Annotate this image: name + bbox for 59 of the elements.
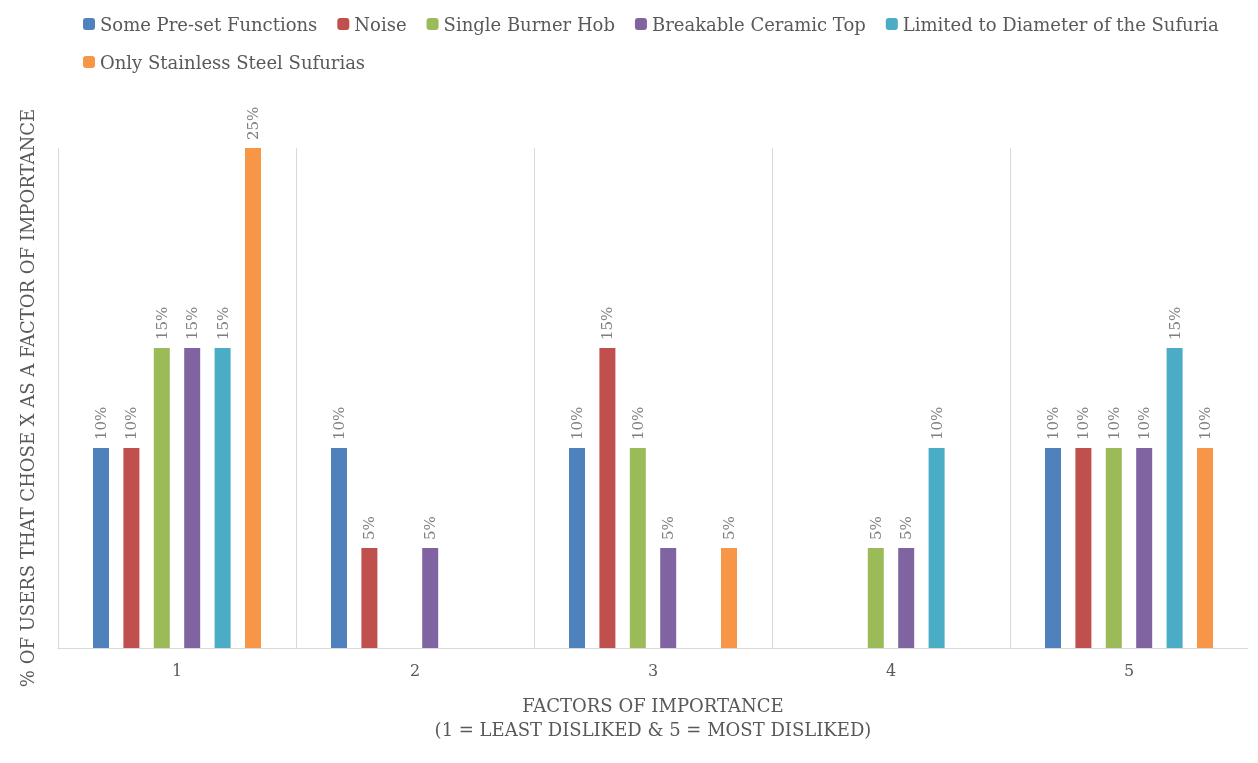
bar: [153, 348, 170, 648]
bar: [599, 348, 616, 648]
bar: [898, 548, 915, 648]
data-label: 10%: [568, 406, 586, 440]
bar: [569, 448, 585, 648]
data-label: 15%: [152, 306, 171, 340]
bar: [184, 348, 201, 648]
legend-label: Breakable Ceramic Top: [651, 13, 866, 35]
data-label: 5%: [720, 516, 738, 540]
bar: [721, 548, 737, 648]
legend-label: Single Burner Hob: [443, 13, 615, 35]
data-label: 15%: [183, 306, 202, 340]
legend-label: Some Pre-set Functions: [100, 13, 318, 35]
bar: [660, 548, 677, 648]
data-label: 5%: [659, 516, 678, 540]
data-label: 10%: [1135, 406, 1154, 440]
data-label: 10%: [122, 406, 141, 440]
x-tick-label: 1: [171, 660, 183, 680]
data-label: 15%: [213, 306, 232, 340]
legend-label: Limited to Diameter of the Sufuria: [902, 13, 1220, 35]
data-label: 15%: [1165, 306, 1184, 340]
bar: [1045, 448, 1061, 648]
data-label: 25%: [244, 106, 262, 140]
bar: [1075, 448, 1092, 648]
data-label: 5%: [360, 516, 379, 540]
bar: [331, 448, 347, 648]
data-label: 10%: [1104, 406, 1123, 440]
bar: [245, 148, 261, 648]
data-label: 10%: [628, 406, 647, 440]
bar: [928, 448, 945, 648]
data-label: 5%: [897, 516, 916, 540]
x-tick-label: 4: [885, 660, 897, 680]
x-tick-label: 5: [1123, 660, 1135, 680]
bar: [422, 548, 439, 648]
bar: [1105, 448, 1122, 648]
data-label: 5%: [866, 516, 885, 540]
bar: [123, 448, 140, 648]
bar: [214, 348, 231, 648]
data-label: 5%: [421, 516, 440, 540]
data-label: 15%: [598, 306, 617, 340]
data-label: 10%: [1196, 406, 1214, 440]
bar: [629, 448, 646, 648]
legend-label: Only Stainless Steel Sufurias: [100, 51, 366, 73]
bar: [93, 448, 109, 648]
x-tick-label: 2: [409, 660, 421, 680]
data-label: 10%: [92, 406, 110, 440]
data-label: 10%: [927, 406, 946, 440]
bar: [1136, 448, 1153, 648]
y-axis-title: % OF USERS THAT CHOSE X AS A FACTOR OF IMPORTANCE: [16, 108, 38, 688]
bar: [361, 548, 378, 648]
x-axis-title: FACTORS OF IMPORTANCE (1 = LEAST DISLIKED & 5 = MOST DISLIKED): [434, 694, 872, 740]
data-label: 10%: [1044, 406, 1062, 440]
data-label: 10%: [1074, 406, 1093, 440]
bar: [867, 548, 884, 648]
bar: [1166, 348, 1183, 648]
bar: [1197, 448, 1213, 648]
x-tick-label: 3: [647, 660, 659, 680]
legend-label: Noise: [354, 13, 407, 35]
data-label: 10%: [330, 406, 348, 440]
